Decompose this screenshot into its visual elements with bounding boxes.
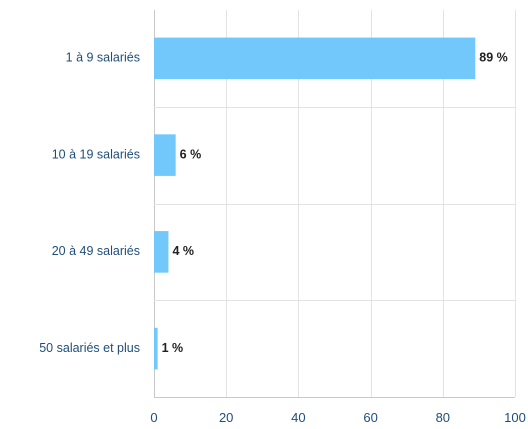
data-label-2: 4 % [172, 244, 194, 258]
x-tick-label-0: 0 [150, 410, 157, 425]
value-labels: 89 % 6 % 4 % 1 % [162, 51, 508, 355]
data-label-0: 89 % [479, 51, 508, 65]
x-tick-label-40: 40 [291, 410, 305, 425]
bar-1[interactable] [154, 134, 176, 176]
chart-bars [154, 37, 476, 370]
bar-3[interactable] [154, 327, 158, 370]
data-label-3: 1 % [162, 341, 184, 355]
category-label-3: 50 salariés et plus [39, 341, 140, 355]
x-tick-label-20: 20 [219, 410, 233, 425]
x-tick-label-80: 80 [436, 410, 450, 425]
category-label-2: 20 à 49 salariés [52, 244, 140, 258]
category-label-1: 10 à 19 salariés [52, 147, 140, 161]
bar-2[interactable] [154, 231, 169, 273]
category-labels: 1 à 9 salariés 10 à 19 salariés 20 à 49 sa… [39, 51, 140, 355]
data-label-1: 6 % [180, 147, 202, 161]
x-tick-label-100: 100 [504, 410, 526, 425]
category-label-0: 1 à 9 salariés [66, 51, 140, 65]
bar-0[interactable] [154, 37, 476, 80]
x-tick-label-60: 60 [363, 410, 377, 425]
x-axis-ticks: 0 20 40 60 80 100 [150, 410, 525, 425]
